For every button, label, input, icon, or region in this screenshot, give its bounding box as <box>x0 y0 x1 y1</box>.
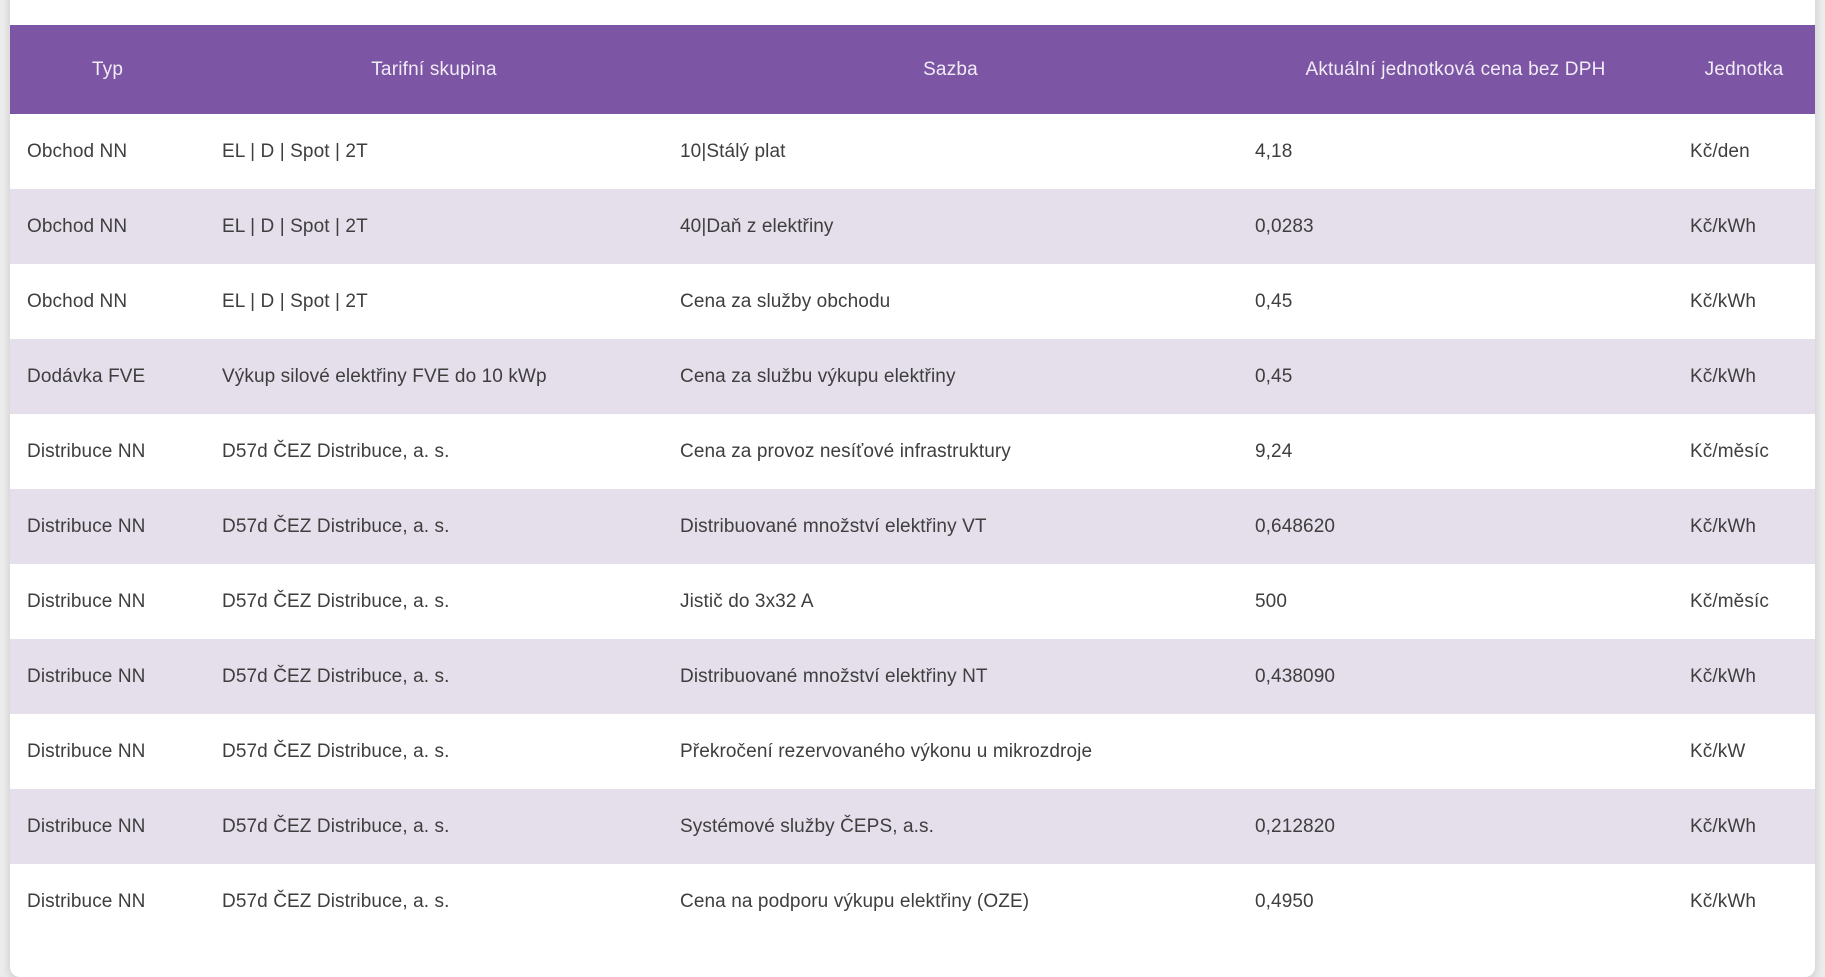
cell-sazba: Distribuované množství elektřiny NT <box>680 665 988 687</box>
cell-jednotka: Kč/kWh <box>1690 665 1757 687</box>
cell-tarifni-skupina: EL | D | Spot | 2T <box>222 215 368 237</box>
table-row: Distribuce NN D57d ČEZ Distribuce, a. s.… <box>10 414 1815 489</box>
cell-tarifni-skupina: EL | D | Spot | 2T <box>222 290 368 312</box>
cell-cena-bez-dph: 0,212820 <box>1255 815 1336 837</box>
table-row: Distribuce NN D57d ČEZ Distribuce, a. s.… <box>10 489 1815 564</box>
cell-tarifni-skupina: D57d ČEZ Distribuce, a. s. <box>222 665 450 687</box>
cell-jednotka: Kč/kWh <box>1690 215 1757 237</box>
cell-sazba: Cena za provoz nesíťové infrastruktury <box>680 440 1011 462</box>
cell-cena-bez-dph: 9,24 <box>1255 440 1293 462</box>
table-row: Distribuce NN D57d ČEZ Distribuce, a. s.… <box>10 564 1815 639</box>
cell-cena-bez-dph <box>1238 714 1673 789</box>
table-row: Distribuce NN D57d ČEZ Distribuce, a. s.… <box>10 714 1815 789</box>
cell-sazba: Distribuované množství elektřiny VT <box>680 515 987 537</box>
cell-jednotka: Kč/kWh <box>1690 515 1757 537</box>
cell-tarifni-skupina: EL | D | Spot | 2T <box>222 140 368 162</box>
cell-typ: Distribuce NN <box>27 440 146 462</box>
cell-jednotka: Kč/kWh <box>1690 290 1757 312</box>
table-row: Distribuce NN D57d ČEZ Distribuce, a. s.… <box>10 864 1815 939</box>
table-row: Dodávka FVE Výkup silové elektřiny FVE d… <box>10 339 1815 414</box>
cell-typ: Dodávka FVE <box>27 365 146 387</box>
table-row: Distribuce NN D57d ČEZ Distribuce, a. s.… <box>10 789 1815 864</box>
cell-typ: Distribuce NN <box>27 740 146 762</box>
cell-tarifni-skupina: D57d ČEZ Distribuce, a. s. <box>222 815 450 837</box>
column-header-sazba: Sazba <box>923 58 978 80</box>
cell-jednotka: Kč/den <box>1690 140 1750 162</box>
cell-sazba: 40|Daň z elektřiny <box>680 215 834 237</box>
cell-typ: Obchod NN <box>27 290 128 312</box>
cell-sazba: Cena na podporu výkupu elektřiny (OZE) <box>680 890 1030 912</box>
cell-jednotka: Kč/kWh <box>1690 815 1757 837</box>
cell-typ: Distribuce NN <box>27 665 146 687</box>
cell-tarifni-skupina: D57d ČEZ Distribuce, a. s. <box>222 890 450 912</box>
cell-tarifni-skupina: D57d ČEZ Distribuce, a. s. <box>222 590 450 612</box>
cell-jednotka: Kč/měsíc <box>1690 440 1769 462</box>
cell-typ: Distribuce NN <box>27 890 146 912</box>
cell-typ: Distribuce NN <box>27 815 146 837</box>
column-header-jednotka: Jednotka <box>1704 58 1784 80</box>
cell-sazba: Jistič do 3x32 A <box>680 590 814 612</box>
table-body: Obchod NN EL | D | Spot | 2T 10|Stálý pl… <box>10 114 1815 939</box>
cell-typ: Distribuce NN <box>27 590 146 612</box>
cell-jednotka: Kč/kW <box>1690 740 1746 762</box>
cell-typ: Obchod NN <box>27 215 128 237</box>
cell-cena-bez-dph: 0,4950 <box>1255 890 1314 912</box>
column-header-tarifni-skupina: Tarifní skupina <box>371 58 497 80</box>
cell-sazba: 10|Stálý plat <box>680 140 786 162</box>
table-row: Obchod NN EL | D | Spot | 2T 40|Daň z el… <box>10 189 1815 264</box>
column-header-typ: Typ <box>91 58 124 80</box>
cell-tarifni-skupina: D57d ČEZ Distribuce, a. s. <box>222 740 450 762</box>
cell-tarifni-skupina: Výkup silové elektřiny FVE do 10 kWp <box>222 365 547 387</box>
table-row: Distribuce NN D57d ČEZ Distribuce, a. s.… <box>10 639 1815 714</box>
table-row: Obchod NN EL | D | Spot | 2T Cena za slu… <box>10 264 1815 339</box>
cell-tarifni-skupina: D57d ČEZ Distribuce, a. s. <box>222 515 450 537</box>
table-header-row: Typ Tarifní skupina Sazba Aktuální jedno… <box>10 25 1815 114</box>
cell-sazba: Systémové služby ČEPS, a.s. <box>680 815 935 837</box>
cell-typ: Obchod NN <box>27 140 128 162</box>
column-header-cena-bez-dph: Aktuální jednotková cena bez DPH <box>1305 58 1606 80</box>
cell-cena-bez-dph: 500 <box>1255 590 1288 612</box>
cell-jednotka: Kč/kWh <box>1690 365 1757 387</box>
cell-sazba: Cena za službu výkupu elektřiny <box>680 365 956 387</box>
cell-sazba: Cena za služby obchodu <box>680 290 891 312</box>
cell-cena-bez-dph: 0,45 <box>1255 290 1293 312</box>
cell-cena-bez-dph: 4,18 <box>1255 140 1293 162</box>
cell-jednotka: Kč/měsíc <box>1690 590 1769 612</box>
price-table-card: Typ Tarifní skupina Sazba Aktuální jedno… <box>10 0 1815 977</box>
cell-typ: Distribuce NN <box>27 515 146 537</box>
cell-jednotka: Kč/kWh <box>1690 890 1757 912</box>
table-row: Obchod NN EL | D | Spot | 2T 10|Stálý pl… <box>10 114 1815 189</box>
cell-sazba: Překročení rezervovaného výkonu u mikroz… <box>680 740 1093 762</box>
cell-cena-bez-dph: 0,438090 <box>1255 665 1336 687</box>
cell-tarifni-skupina: D57d ČEZ Distribuce, a. s. <box>222 440 450 462</box>
price-table: Typ Tarifní skupina Sazba Aktuální jedno… <box>10 25 1815 939</box>
cell-cena-bez-dph: 0,648620 <box>1255 515 1336 537</box>
cell-cena-bez-dph: 0,0283 <box>1255 215 1314 237</box>
cell-cena-bez-dph: 0,45 <box>1255 365 1293 387</box>
